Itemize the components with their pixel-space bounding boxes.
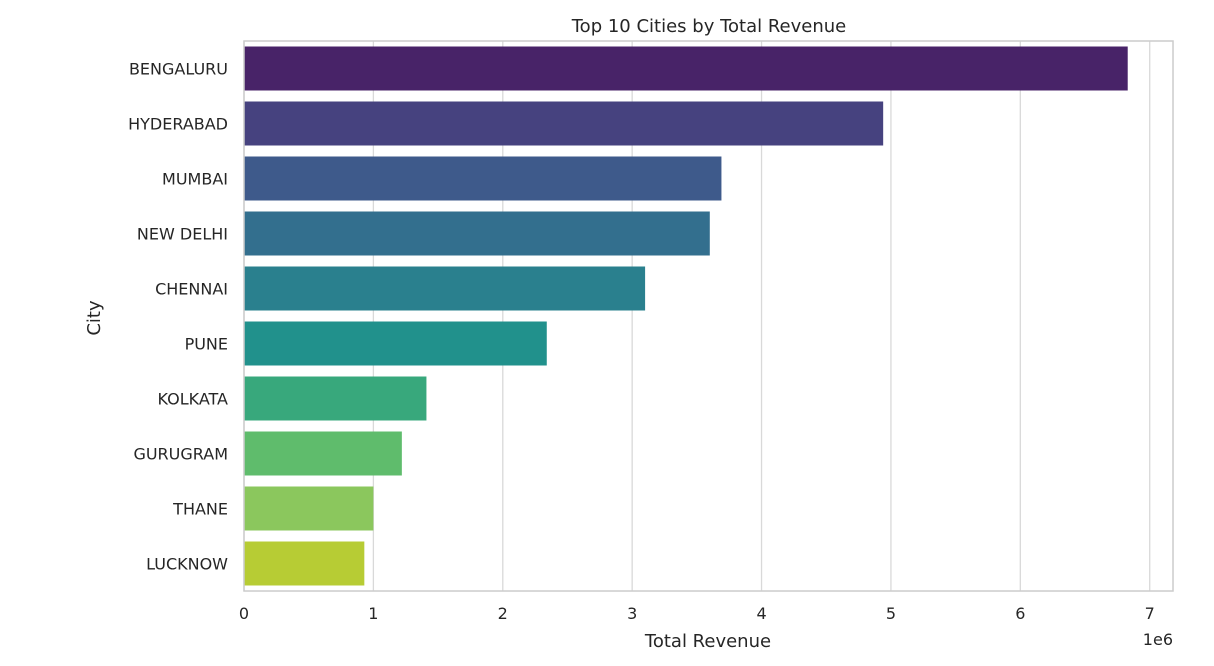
y-tick-label: PUNE <box>185 335 228 354</box>
y-tick-label: NEW DELHI <box>137 225 228 244</box>
bar <box>244 46 1128 91</box>
bar <box>244 266 646 311</box>
x-tick-label: 3 <box>627 604 637 623</box>
y-tick-label: BENGALURU <box>129 60 228 79</box>
bar <box>244 541 365 586</box>
y-tick-label: HYDERABAD <box>128 115 228 134</box>
y-tick-label: LUCKNOW <box>146 555 228 574</box>
y-tick-label: THANE <box>172 500 228 519</box>
chart-title: Top 10 Cities by Total Revenue <box>571 16 846 37</box>
x-tick-label: 1 <box>368 604 378 623</box>
bar <box>244 211 710 256</box>
bar <box>244 156 722 201</box>
y-tick-label: GURUGRAM <box>133 445 228 464</box>
x-tick-label: 5 <box>886 604 896 623</box>
y-tick-label: KOLKATA <box>157 390 228 409</box>
x-tick-labels: 0 1 2 3 4 5 6 7 <box>239 604 1155 623</box>
y-axis-label: City <box>84 300 105 336</box>
y-tick-labels: BENGALURU HYDERABAD MUMBAI NEW DELHI CHENNAI… <box>128 60 228 574</box>
bars <box>244 46 1128 586</box>
bar <box>244 321 547 366</box>
x-axis-label: Total Revenue <box>644 631 771 652</box>
x-tick-label: 0 <box>239 604 249 623</box>
bar <box>244 376 427 421</box>
x-axis-offset-text: 1e6 <box>1143 630 1173 649</box>
bar <box>244 431 402 476</box>
y-tick-label: CHENNAI <box>155 280 228 299</box>
plot-frame <box>243 40 1174 592</box>
x-tick-label: 7 <box>1145 604 1155 623</box>
bar <box>244 486 374 531</box>
x-tick-label: 4 <box>756 604 766 623</box>
x-tick-label: 2 <box>498 604 508 623</box>
bar <box>244 101 884 146</box>
x-tick-label: 6 <box>1015 604 1025 623</box>
y-tick-label: MUMBAI <box>162 170 228 189</box>
